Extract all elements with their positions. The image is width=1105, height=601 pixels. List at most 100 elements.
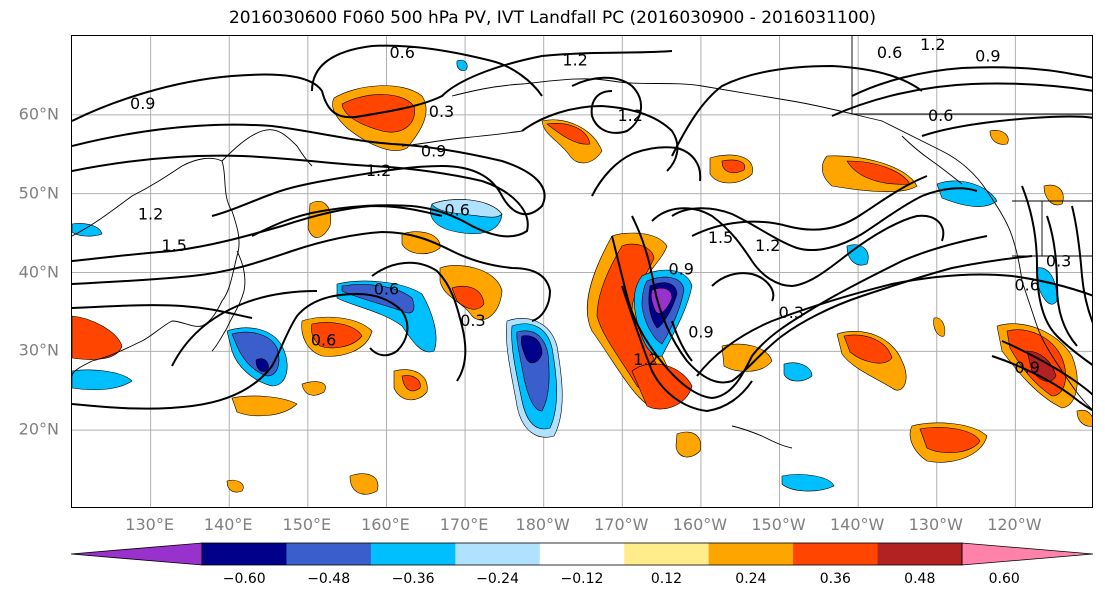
pv-contours — [72, 44, 1092, 413]
shade-27n-red — [401, 375, 421, 392]
shade-32n-red — [843, 334, 893, 364]
latitude-label: 40°N — [18, 262, 59, 281]
shade-33n-130w — [933, 317, 946, 337]
pv-contour-line — [696, 273, 1092, 377]
colorbar-cell — [708, 543, 794, 565]
latitude-label: 20°N — [18, 419, 59, 439]
contour-label: 1.2 — [366, 161, 391, 180]
contour-label: 1.2 — [562, 51, 587, 70]
shade-w46-orange — [307, 200, 332, 238]
colorbar-tick-label: −0.36 — [391, 571, 435, 587]
colorbar-extend-max — [961, 542, 1093, 566]
contour-label: 0.6 — [374, 279, 399, 298]
pv-contour-line — [72, 304, 253, 319]
pv-contour-line — [671, 64, 923, 157]
colorbar-extend-min — [71, 542, 203, 566]
colorbar-tick-label: −0.12 — [560, 571, 604, 587]
contour-label: 0.9 — [669, 260, 694, 279]
map-canvas: 0.6 0.9 1.2 1.2 0.3 0.9 1.2 1.2 1.5 0.6 0.6 0.6 0.3 1… — [72, 36, 1092, 507]
contour-label: 1.2 — [633, 350, 658, 369]
longitude-label: 140°E — [203, 515, 253, 534]
pv-contour-line — [671, 320, 693, 362]
colorbar-outline — [201, 542, 963, 566]
longitude-label: 120°W — [987, 515, 1042, 534]
contour-label: 1.2 — [138, 204, 163, 223]
pv-contour-line — [631, 215, 1033, 384]
shade-wcoast-dred — [1026, 350, 1057, 382]
coast-kamchatka — [221, 129, 313, 167]
contour-label: 0.6 — [1014, 275, 1039, 294]
pv-contour-line — [591, 146, 702, 197]
latitude-label: 30°N — [18, 340, 59, 360]
contour-label: 0.3 — [779, 303, 804, 322]
colorbar-tick-label: 0.60 — [988, 571, 1020, 587]
shade-47n-lblue — [431, 199, 503, 218]
longitude-label: 150°W — [751, 515, 806, 534]
contour-label: 0.9 — [130, 94, 155, 113]
contour-label: 0.9 — [975, 47, 1000, 66]
pv-contour-line — [571, 76, 642, 134]
coast-box-border — [851, 36, 1092, 115]
shade-33n-red — [310, 322, 363, 349]
contour-label: 0.6 — [444, 200, 469, 219]
contour-label: 0.9 — [688, 323, 713, 342]
shade-50n-blue — [936, 180, 998, 207]
shade-16n-130w — [1076, 409, 1092, 427]
longitude-label: 170°E — [439, 515, 489, 534]
colorbar-cell — [370, 543, 456, 565]
pv-contour-line — [921, 115, 1092, 137]
latitude-label: 60°N — [18, 104, 59, 124]
pv-contour-line — [72, 230, 552, 322]
pv-contour-line — [371, 261, 467, 382]
contour-label: 0.6 — [928, 106, 953, 125]
latitude-label: 50°N — [18, 183, 59, 203]
pv-contour-line — [72, 204, 443, 262]
shade-wjapan-blue — [72, 369, 133, 391]
shade-28n-blue — [783, 362, 813, 382]
pv-contour-line — [1046, 215, 1078, 347]
colorbar-cell — [877, 543, 963, 565]
shade-20n-red — [919, 427, 981, 454]
pv-contour-line — [651, 207, 945, 288]
contour-label: 0.6 — [877, 43, 902, 62]
colorbar-tick-label: −0.60 — [222, 571, 266, 587]
contour-label: 0.3 — [429, 102, 454, 121]
pv-contour-line — [691, 175, 928, 237]
shade-60n-blue — [456, 59, 468, 71]
pv-contour-line — [311, 44, 543, 97]
pv-contour-line — [72, 292, 409, 410]
colorbar-cells — [71, 542, 1093, 566]
colorbar-cell — [286, 543, 372, 565]
shade-37n-red — [451, 285, 485, 310]
longitude-label: 180°W — [515, 515, 570, 534]
shade-15n-orange — [349, 473, 379, 495]
shade-wjapan-red — [72, 315, 123, 360]
pv-contour-line — [711, 272, 775, 302]
contour-label: 1.5 — [708, 228, 733, 247]
colorbar-cell — [202, 543, 287, 565]
pv-contour-line — [1001, 340, 1092, 396]
colorbar-cell — [455, 543, 541, 565]
longitude-label: 140°W — [829, 515, 885, 534]
contour-label: 0.6 — [311, 331, 336, 350]
ivt-pc-shading — [72, 59, 1092, 495]
pv-contour-line — [72, 50, 673, 122]
contour-label: 0.3 — [1046, 252, 1071, 271]
pv-contour-line — [991, 355, 1092, 412]
shade-28n-orange — [721, 343, 773, 372]
coast-bc-islands — [901, 135, 963, 185]
contour-label: 0.9 — [421, 141, 446, 160]
shade-gulf-red — [546, 123, 591, 145]
shade-13n-155e — [226, 479, 244, 493]
colorbar-cell — [793, 543, 879, 565]
colorbar-tick-label: 0.12 — [650, 571, 683, 587]
coast-aleutians — [401, 130, 523, 147]
pv-contour-line — [851, 66, 1092, 97]
graticule — [72, 36, 1092, 507]
coast-japan — [211, 250, 246, 352]
longitude-label: 170°W — [594, 515, 649, 534]
contour-label: 1.2 — [755, 236, 780, 255]
colorbar — [71, 542, 1093, 566]
colorbar-tick-label: 0.24 — [735, 571, 767, 587]
map-title: 2016030600 F060 500 hPa PV, IVT Landfall… — [228, 8, 876, 28]
